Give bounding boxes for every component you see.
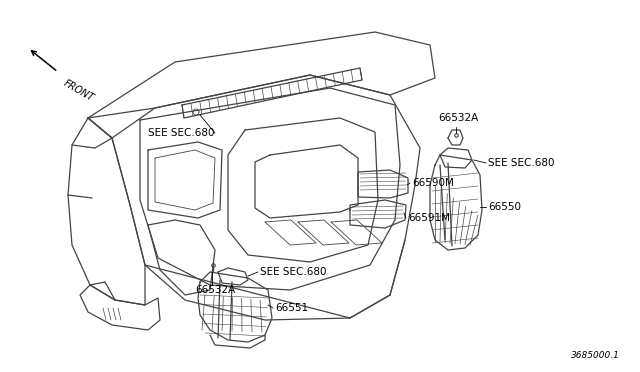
- Text: 66590M: 66590M: [412, 178, 454, 188]
- Text: FRONT: FRONT: [62, 78, 96, 103]
- Text: SEE SEC.680: SEE SEC.680: [260, 267, 326, 277]
- Text: SEE SEC.680: SEE SEC.680: [488, 158, 554, 168]
- Text: 66532A: 66532A: [195, 285, 236, 295]
- Text: 66591M: 66591M: [408, 213, 450, 223]
- Text: 3685000.1: 3685000.1: [571, 351, 620, 360]
- Text: SEE SEC.680: SEE SEC.680: [148, 128, 214, 138]
- Text: 66551: 66551: [275, 303, 308, 313]
- Text: 66532A: 66532A: [438, 113, 478, 123]
- Text: 66550: 66550: [488, 202, 521, 212]
